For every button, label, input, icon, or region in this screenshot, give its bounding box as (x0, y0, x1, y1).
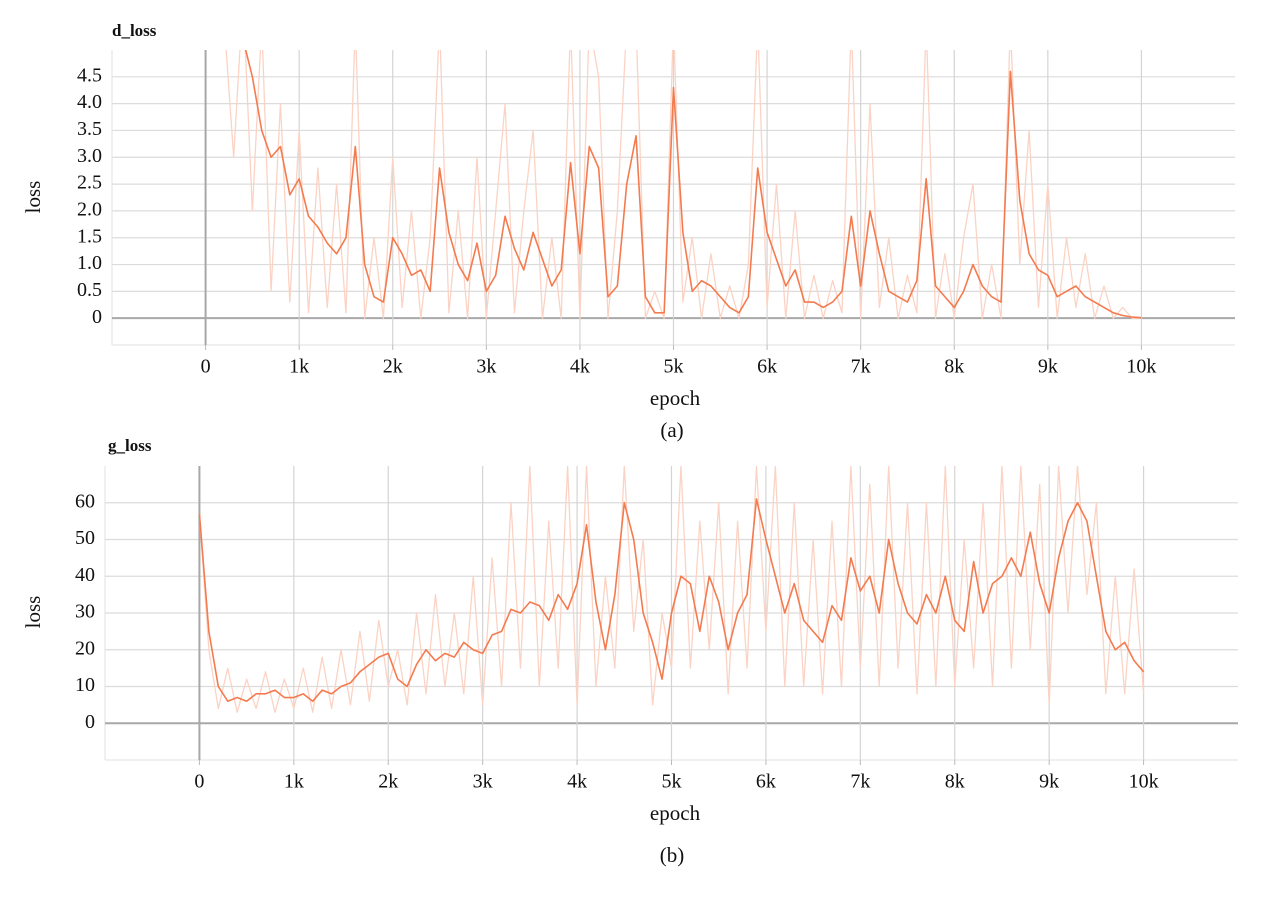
y-tick-label: 4.5 (77, 64, 102, 86)
x-tick-label: 10k (1129, 771, 1159, 793)
x-axis-label: epoch (650, 386, 701, 410)
y-tick-label: 60 (75, 490, 95, 512)
y-tick-label: 10 (75, 674, 95, 696)
y-tick-label: 3.5 (77, 118, 102, 140)
raw-line (225, 50, 1142, 319)
y-tick-label: 2.5 (77, 172, 102, 194)
x-tick-label: 3k (476, 356, 496, 378)
y-tick-label: 3.0 (77, 145, 102, 167)
y-tick-label: 2.0 (77, 199, 102, 221)
caption: (a) (660, 418, 683, 442)
x-tick-label: 3k (473, 771, 493, 793)
x-tick-label: 4k (570, 356, 590, 378)
y-tick-label: 1.5 (77, 225, 102, 247)
y-tick-label: 30 (75, 601, 95, 623)
caption: (b) (660, 843, 685, 867)
y-tick-label: 4.0 (77, 91, 102, 113)
x-tick-label: 9k (1038, 356, 1058, 378)
x-tick-label: 8k (944, 356, 964, 378)
x-tick-label: 10k (1126, 356, 1156, 378)
x-tick-label: 8k (945, 771, 965, 793)
x-tick-label: 0 (194, 771, 204, 793)
y-tick-label: 0 (85, 711, 95, 733)
chart-title: d_loss (112, 21, 157, 40)
y-tick-label: 0 (92, 306, 102, 328)
x-tick-label: 2k (383, 356, 403, 378)
smoothed-line (244, 50, 1142, 319)
y-tick-label: 50 (75, 527, 95, 549)
x-tick-label: 1k (289, 356, 309, 378)
raw-line (198, 466, 1145, 713)
chart-title: g_loss (108, 436, 152, 455)
y-tick-label: 20 (75, 637, 95, 659)
x-tick-label: 0 (201, 356, 211, 378)
x-tick-label: 6k (756, 771, 776, 793)
x-axis-label: epoch (650, 801, 701, 825)
x-tick-label: 9k (1039, 771, 1059, 793)
y-axis-label: loss (21, 596, 45, 629)
x-tick-label: 4k (567, 771, 587, 793)
x-tick-label: 7k (851, 356, 871, 378)
x-tick-label: 7k (850, 771, 870, 793)
x-tick-label: 5k (662, 771, 682, 793)
y-axis-label: loss (21, 181, 45, 214)
plot-area (225, 50, 1142, 319)
y-tick-label: 0.5 (77, 279, 102, 301)
y-tick-label: 40 (75, 564, 95, 586)
y-tick-label: 1.0 (77, 252, 102, 274)
smoothed-line (198, 498, 1145, 702)
x-tick-label: 2k (378, 771, 398, 793)
plot-area (198, 466, 1145, 713)
x-tick-label: 1k (284, 771, 304, 793)
x-tick-label: 6k (757, 356, 777, 378)
x-tick-label: 5k (664, 356, 684, 378)
